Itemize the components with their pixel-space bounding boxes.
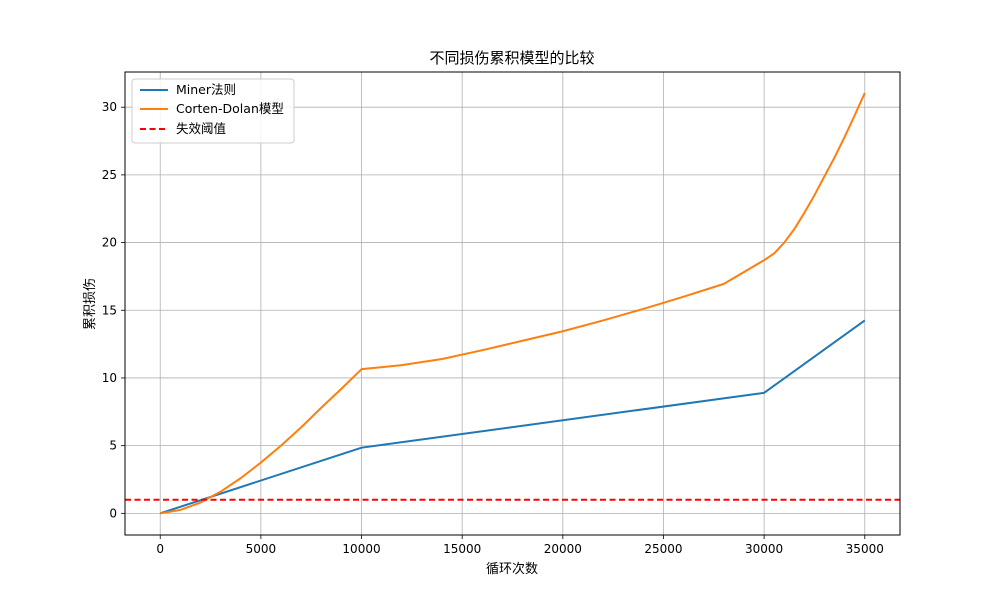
plot-frame [124,71,901,536]
x-axis-title: 循环次数 [486,561,538,577]
y-tick-label: 25 [102,168,117,182]
x-tick-label: 10000 [342,542,380,556]
grid [125,72,900,535]
legend-label-threshold: 失效阈值 [176,121,226,136]
corten-dolan-line [160,92,866,515]
x-tick-label: 35000 [846,542,884,556]
chart-title: 不同损伤累积模型的比较 [429,49,594,67]
legend: Miner法则 Corten-Dolan模型 失效阈值 [131,78,295,144]
x-tick-label: 20000 [544,542,582,556]
ticks: 0 5000 10000 15000 20000 25000 30000 35000 0 5 10 1… [102,100,884,556]
x-tick-label: 5000 [246,542,277,556]
y-tick-label: 10 [102,371,117,385]
legend-label-corten-dolan: Corten-Dolan模型 [176,101,284,116]
y-axis-title: 累积损伤 [83,278,98,330]
y-tick-label: 15 [102,303,117,317]
y-tick-label: 30 [102,100,117,114]
series-layer [125,92,900,515]
miner-line [159,319,866,515]
x-tick-label: 25000 [644,542,682,556]
y-tick-label: 0 [109,506,117,520]
y-tick-label: 5 [109,439,117,453]
legend-label-miner: Miner法则 [176,82,236,97]
legend-box [131,78,295,144]
x-tick-label: 15000 [443,542,481,556]
x-tick-label: 30000 [745,542,783,556]
x-tick-label: 0 [156,542,164,556]
y-tick-label: 20 [102,236,117,250]
